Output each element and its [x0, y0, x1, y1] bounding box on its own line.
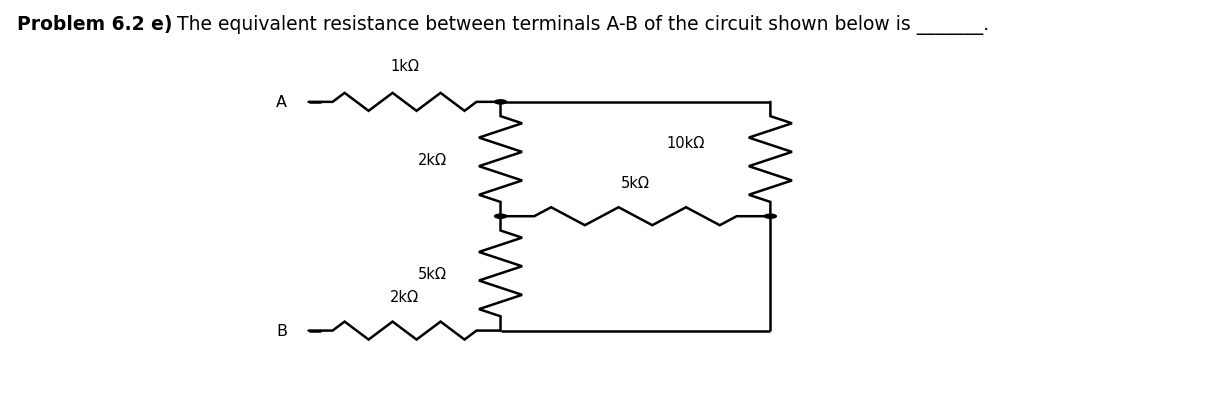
Circle shape: [494, 100, 506, 104]
Text: A: A: [276, 95, 287, 110]
Text: Problem 6.2 e): Problem 6.2 e): [17, 15, 172, 34]
Text: 2kΩ: 2kΩ: [390, 290, 419, 304]
Text: B: B: [276, 323, 287, 338]
Text: The equivalent resistance between terminals A-B of the circuit shown below is __: The equivalent resistance between termin…: [171, 15, 989, 35]
Text: 10kΩ: 10kΩ: [666, 136, 704, 151]
Text: 1kΩ: 1kΩ: [390, 59, 419, 74]
Text: 5kΩ: 5kΩ: [622, 175, 649, 190]
Circle shape: [765, 215, 777, 219]
Circle shape: [494, 215, 506, 219]
Text: 5kΩ: 5kΩ: [418, 266, 447, 281]
Text: 2kΩ: 2kΩ: [418, 152, 447, 167]
